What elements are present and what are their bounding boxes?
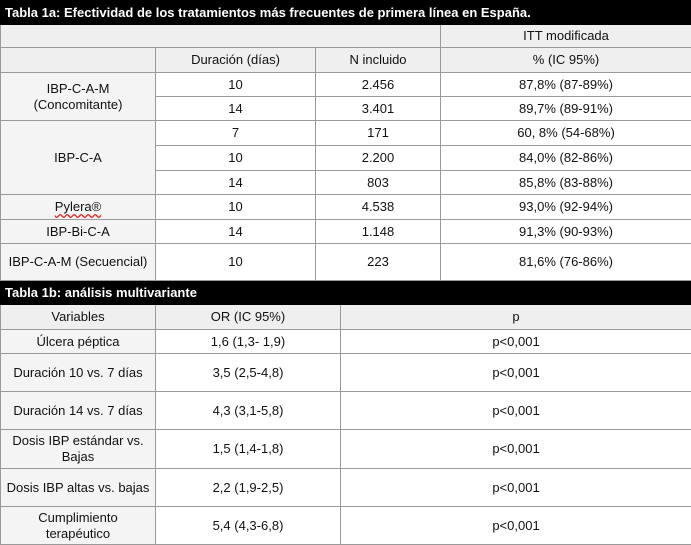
cell: 803 <box>316 171 441 195</box>
cell: p<0,001 <box>341 469 691 507</box>
group-label: Pylera® <box>1 195 156 220</box>
cell: 10 <box>156 146 316 171</box>
variable-label: Dosis IBP estándar vs. Bajas <box>1 430 156 469</box>
column-header: Duración (días) <box>156 48 316 73</box>
cell: 1,5 (1,4-1,8) <box>156 430 341 469</box>
header-cell <box>1 25 441 48</box>
table-1a: Tabla 1a: Efectividad de los tratamiento… <box>0 0 691 281</box>
cell: p<0,001 <box>341 392 691 430</box>
cell: p<0,001 <box>341 354 691 392</box>
cell: 2.200 <box>316 146 441 171</box>
cell: 10 <box>156 244 316 281</box>
cell: p<0,001 <box>341 330 691 354</box>
row: Tabla 1a: Efectividad de los tratamiento… <box>1 1 691 25</box>
cell: 14 <box>156 171 316 195</box>
column-header: % (IC 95%) <box>441 48 691 73</box>
cell: 3.401 <box>316 97 441 121</box>
cell: 14 <box>156 97 316 121</box>
cell: 87,8% (87-89%) <box>441 73 691 97</box>
group-header: ITT modificada <box>441 25 691 48</box>
group-label: IBP-C-A-M (Secuencial) <box>1 244 156 281</box>
table-title: Tabla 1a: Efectividad de los tratamiento… <box>1 1 691 25</box>
cell: 81,6% (76-86%) <box>441 244 691 281</box>
cell: 7 <box>156 121 316 146</box>
variable-label: Úlcera péptica <box>1 330 156 354</box>
cell: 60, 8% (54-68%) <box>441 121 691 146</box>
group-label-text: IBP-C-A-M (Secuencial) <box>9 254 148 269</box>
cell: 10 <box>156 73 316 97</box>
cell: p<0,001 <box>341 507 691 545</box>
header-cell <box>1 48 156 73</box>
variable-label: Cumplimiento terapéutico <box>1 507 156 545</box>
cell: 1.148 <box>316 220 441 244</box>
row: ITT modificada <box>1 25 691 48</box>
cell: 223 <box>316 244 441 281</box>
column-header: N incluido <box>316 48 441 73</box>
cell: 5,4 (4,3-6,8) <box>156 507 341 545</box>
cell: 4.538 <box>316 195 441 220</box>
cell: p<0,001 <box>341 430 691 469</box>
group-label: IBP-Bi-C-A <box>1 220 156 244</box>
cell: 84,0% (82-86%) <box>441 146 691 171</box>
column-header: OR (IC 95%) <box>156 305 341 330</box>
cell: 4,3 (3,1-5,8) <box>156 392 341 430</box>
table-title: Tabla 1b: análisis multivariante <box>1 282 691 305</box>
cell: 1,6 (1,3- 1,9) <box>156 330 341 354</box>
cell: 14 <box>156 220 316 244</box>
cell: 91,3% (90-93%) <box>441 220 691 244</box>
variable-label: Duración 14 vs. 7 días <box>1 392 156 430</box>
row: Duración (días)N incluido% (IC 95%) <box>1 48 691 73</box>
row: Tabla 1b: análisis multivariante <box>1 282 691 305</box>
column-header: Variables <box>1 305 156 330</box>
cell: 10 <box>156 195 316 220</box>
group-label-text: IBP-C-A <box>54 150 102 165</box>
group-label: IBP-C-A-M (Concomitante) <box>1 73 156 121</box>
group-label: IBP-C-A <box>1 121 156 195</box>
cell: 2,2 (1,9-2,5) <box>156 469 341 507</box>
cell: 89,7% (89-91%) <box>441 97 691 121</box>
cell: 171 <box>316 121 441 146</box>
group-label-text: IBP-C-A-M (Concomitante) <box>34 81 123 112</box>
group-label-text: Pylera® <box>55 199 101 214</box>
variable-label: Duración 10 vs. 7 días <box>1 354 156 392</box>
cell: 2.456 <box>316 73 441 97</box>
group-label-text: IBP-Bi-C-A <box>46 224 110 239</box>
cell: 93,0% (92-94%) <box>441 195 691 220</box>
cell: 85,8% (83-88%) <box>441 171 691 195</box>
column-header: p <box>341 305 691 330</box>
variable-label: Dosis IBP altas vs. bajas <box>1 469 156 507</box>
cell: 3,5 (2,5-4,8) <box>156 354 341 392</box>
